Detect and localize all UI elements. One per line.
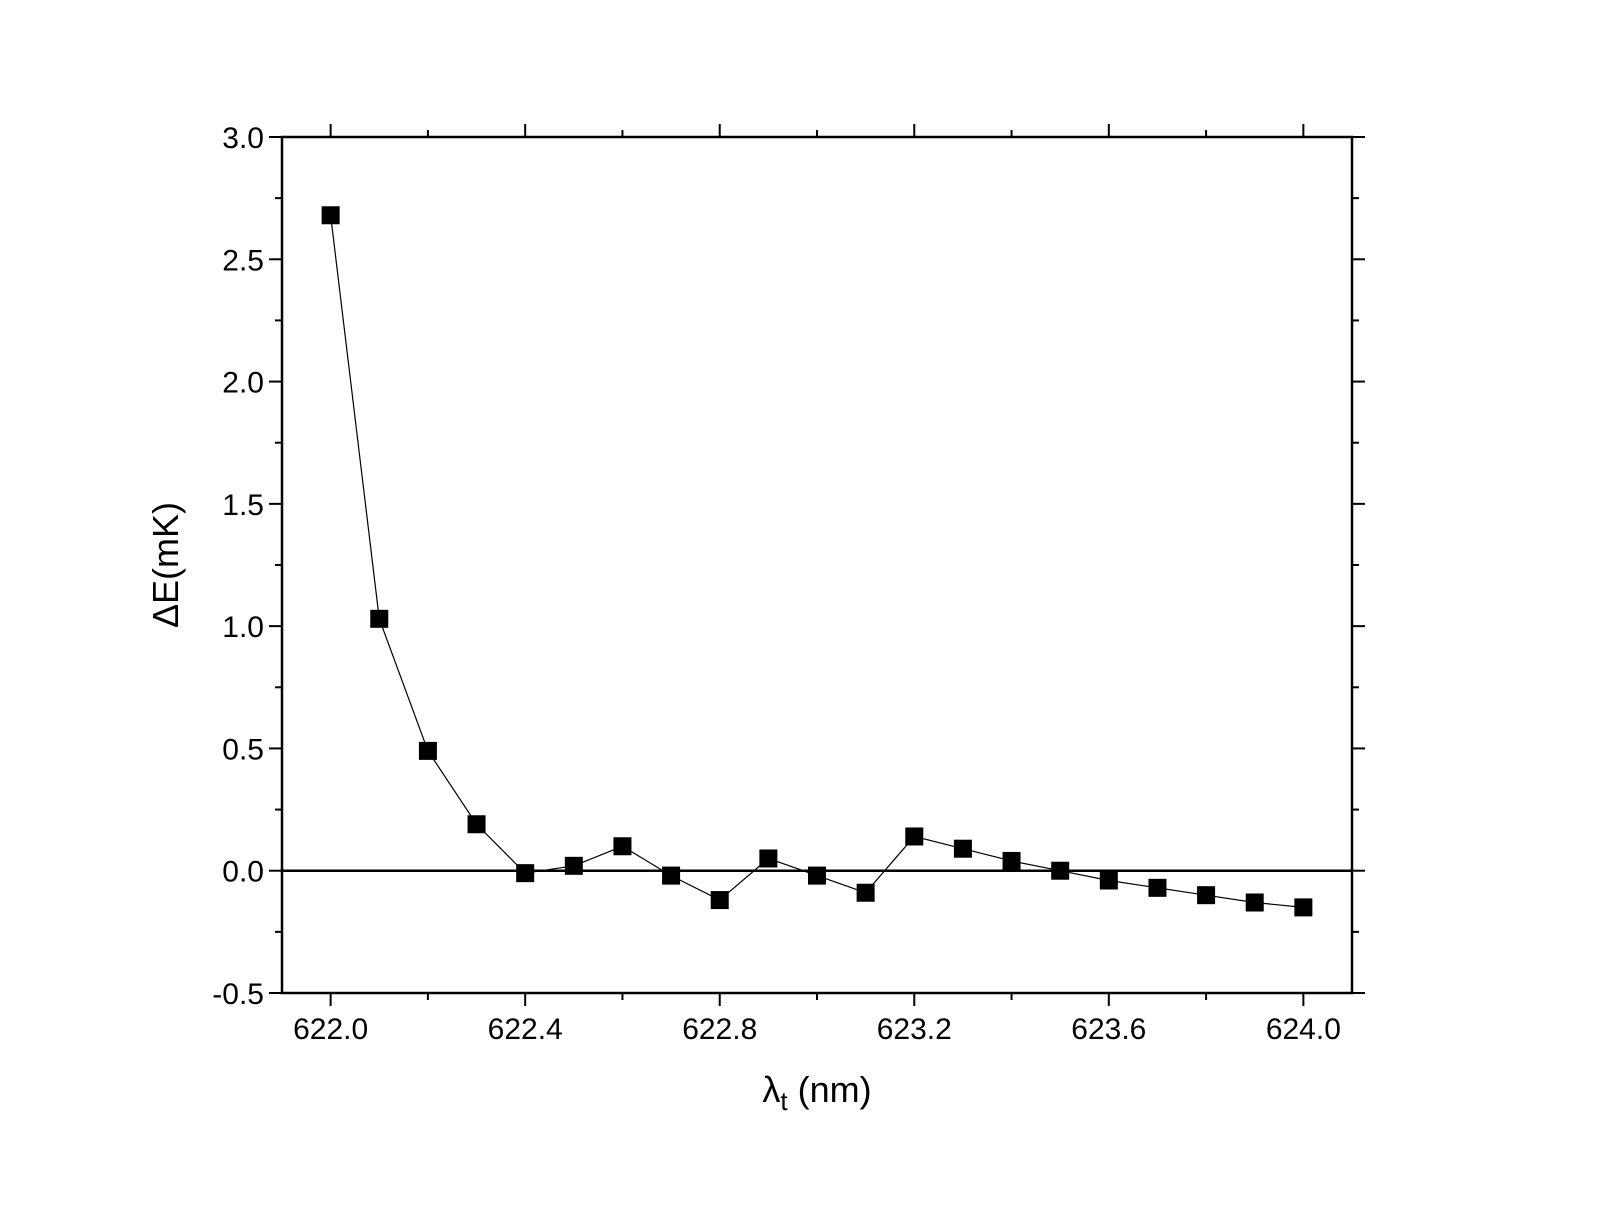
data-point-marker <box>856 883 875 902</box>
data-point-marker <box>467 815 486 834</box>
data-point-marker <box>759 849 778 868</box>
data-point-marker <box>1148 878 1167 897</box>
y-axis-title: ΔE(mK) <box>145 502 186 628</box>
x-axis-title-unit: (nm) <box>788 1069 872 1110</box>
data-point-marker <box>1294 898 1313 917</box>
data-point-marker <box>613 837 632 856</box>
x-tick-label: 624.0 <box>1266 1013 1341 1046</box>
x-tick-label: 622.4 <box>488 1013 563 1046</box>
data-point-marker <box>808 866 826 885</box>
data-point-marker <box>418 741 437 760</box>
data-point-marker <box>662 866 681 885</box>
x-axis-title-subscript: t <box>780 1086 788 1116</box>
data-point-marker <box>1245 893 1264 912</box>
x-axis-title-main: λ <box>762 1069 780 1110</box>
data-point-marker <box>1051 861 1070 880</box>
y-tick-label: 1.0 <box>222 611 264 644</box>
data-point-marker <box>905 827 924 846</box>
data-point-marker <box>1197 886 1216 905</box>
data-point-marker <box>564 856 583 875</box>
data-point-marker <box>1002 851 1021 870</box>
data-point-marker <box>516 864 535 883</box>
y-tick-label: 2.5 <box>222 244 264 277</box>
series-layer <box>321 206 1313 917</box>
y-tick-label: 0.5 <box>222 733 264 766</box>
y-tick-label: 1.5 <box>222 489 264 522</box>
data-point-marker <box>1099 871 1118 890</box>
y-tick-label: 2.0 <box>222 367 264 400</box>
y-tick-label: 3.0 <box>222 122 264 155</box>
data-point-marker <box>953 839 972 858</box>
x-tick-label: 622.8 <box>682 1013 757 1046</box>
y-tick-label: 0.0 <box>222 856 264 889</box>
data-point-marker <box>710 891 729 910</box>
x-tick-label: 623.6 <box>1071 1013 1146 1046</box>
x-tick-label: 623.2 <box>877 1013 952 1046</box>
y-tick-label: -0.5 <box>212 978 264 1011</box>
data-point-marker <box>321 206 340 225</box>
x-axis-title: λt (nm) <box>762 1069 871 1116</box>
plot-frame <box>280 135 1354 995</box>
tick-labels-layer: 622.0 622.4 622.8 623.2 623.6 624.0 -0.5 0.0 0.5… <box>212 122 1341 1046</box>
data-point-marker <box>370 609 389 628</box>
x-tick-label: 622.0 <box>293 1013 368 1046</box>
